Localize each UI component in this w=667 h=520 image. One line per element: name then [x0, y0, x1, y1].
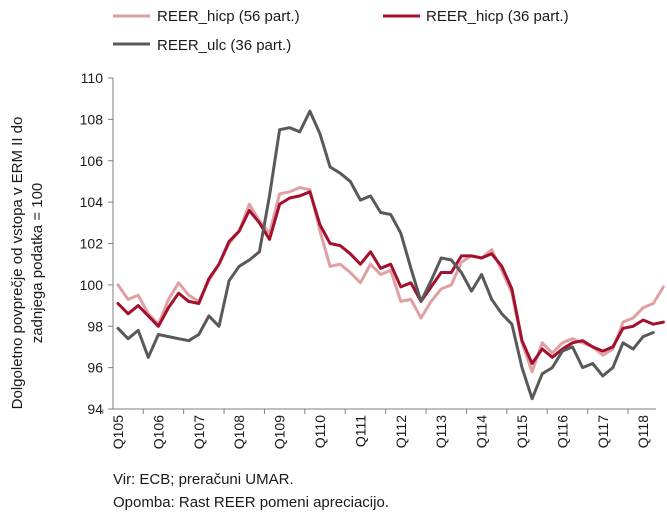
- y-axis-title-line-1: Dolgoletno povprečje od vstopa v ERM II …: [9, 117, 26, 410]
- legend-label-reer-hicp-56: REER_hicp (56 part.): [157, 8, 300, 25]
- legend-item-reer-ulc-36: REER_ulc (36 part.): [113, 37, 291, 54]
- x-tick-label: Q113: [433, 415, 449, 448]
- x-tick-label: Q115: [514, 415, 530, 448]
- x-tick-label: Q105: [110, 415, 126, 449]
- x-tick-label: Q106: [150, 415, 166, 449]
- legend-label-reer-ulc-36: REER_ulc (36 part.): [157, 37, 291, 54]
- reer-line-chart: REER_hicp (56 part.) REER_hicp (36 part.…: [9, 8, 665, 449]
- series-line-reer-hicp-36: [116, 190, 665, 365]
- x-tick-label: Q109: [272, 415, 288, 449]
- x-tick-label: Q110: [312, 415, 328, 448]
- remark-note: Opomba: Rast REER pomeni apreciacijo.: [113, 494, 389, 511]
- y-tick-label: 98: [87, 318, 103, 334]
- legend-item-reer-hicp-56: REER_hicp (56 part.): [113, 8, 300, 25]
- x-tick-label: Q114: [474, 415, 490, 448]
- legend-item-reer-hicp-36: REER_hicp (36 part.): [383, 8, 569, 25]
- series-line-reer-ulc-36: [116, 109, 655, 401]
- x-tick-label: Q117: [595, 415, 611, 448]
- x-tick-label: Q118: [635, 415, 651, 448]
- x-tick-label: Q116: [554, 415, 570, 448]
- y-axis-title-line-2: zadnjega podatka = 100: [29, 183, 46, 344]
- legend-label-reer-hicp-36: REER_hicp (36 part.): [426, 8, 569, 25]
- x-tick-labels: Q105 Q106 Q107 Q108 Q109 Q110 Q111 Q112 Q113 Q114…: [102, 409, 651, 449]
- legend: REER_hicp (56 part.) REER_hicp (36 part.…: [113, 8, 569, 54]
- y-tick-label: 104: [80, 194, 104, 210]
- axes: [112, 78, 656, 410]
- y-tick-label: 102: [80, 236, 104, 252]
- x-tick-label: Q111: [352, 415, 368, 447]
- y-tick-label: 94: [87, 401, 103, 417]
- y-tick-label: 108: [80, 111, 104, 127]
- series-lines: [116, 109, 665, 401]
- x-tick-label: Q107: [191, 415, 207, 449]
- source-note: Vir: ECB; preračuni UMAR.: [113, 471, 294, 488]
- x-tick-label: Q112: [393, 415, 409, 448]
- y-tick-label: 106: [80, 153, 104, 169]
- x-tick-label: Q108: [231, 415, 247, 449]
- y-tick-label: 100: [80, 277, 104, 293]
- y-tick-label: 96: [87, 360, 103, 376]
- y-tick-label: 110: [81, 70, 104, 86]
- y-tick-labels: 94 96 98 100 102 104 106 108 110: [80, 70, 113, 417]
